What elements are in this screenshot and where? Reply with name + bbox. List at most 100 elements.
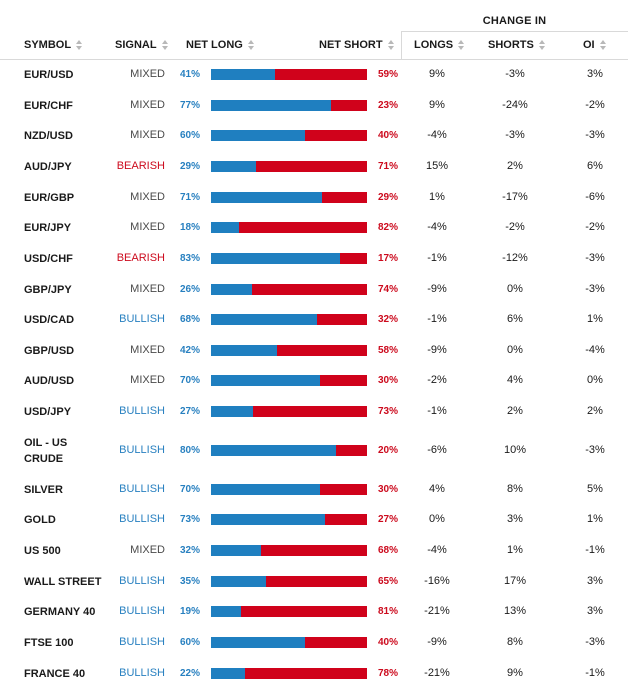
table-row[interactable]: AUD/JPY BEARISH 29% 71% 15% 2% 6% [0, 159, 628, 175]
symbol-cell[interactable]: USD/CAD [24, 314, 75, 326]
shorts-column-header[interactable]: SHORTS [488, 39, 546, 51]
symbol-cell[interactable]: GERMANY 40 [24, 606, 96, 618]
net-long-value: 73% [180, 514, 201, 525]
table-row[interactable]: AUD/USD MIXED 70% 30% -2% 4% 0% [0, 373, 628, 389]
table-row[interactable]: FRANCE 40 BULLISH 22% 78% -21% 9% -1% [0, 666, 628, 682]
change-oi-value: -3% [585, 636, 605, 648]
table-row[interactable]: NZD/USD MIXED 60% 40% -4% -3% -3% [0, 128, 628, 144]
symbol-cell[interactable]: EUR/JPY [24, 222, 72, 234]
table-row[interactable]: OIL - US CRUDE BULLISH 80% 20% -6% 10% -3% [0, 437, 628, 465]
table-row[interactable]: GOLD BULLISH 73% 27% 0% 3% 1% [0, 512, 628, 528]
net-short-column-header[interactable]: NET SHORT [319, 39, 395, 51]
symbol-cell[interactable]: GBP/JPY [24, 284, 72, 296]
symbol-cell[interactable]: USD/JPY [24, 406, 72, 418]
table-row[interactable]: EUR/JPY MIXED 18% 82% -4% -2% -2% [0, 220, 628, 236]
symbol-cell[interactable]: OIL - US CRUDE [24, 435, 67, 467]
change-oi-value: 1% [587, 313, 603, 325]
table-row[interactable]: US 500 MIXED 32% 68% -4% 1% -1% [0, 543, 628, 559]
change-oi-value: -3% [585, 444, 605, 456]
net-short-value: 27% [378, 514, 399, 525]
sentiment-bar [211, 606, 367, 617]
change-longs-value: -4% [427, 129, 447, 141]
sort-icon[interactable] [247, 40, 255, 50]
oi-column-header[interactable]: OI [583, 39, 607, 51]
net-long-column-header[interactable]: NET LONG [186, 39, 255, 51]
symbol-cell[interactable]: WALL STREET [24, 576, 102, 588]
symbol-cell[interactable]: GBP/USD [24, 345, 75, 357]
change-oi-value: -2% [585, 221, 605, 233]
table-row[interactable]: USD/JPY BULLISH 27% 73% -1% 2% 2% [0, 404, 628, 420]
change-shorts-value: 8% [507, 636, 523, 648]
signal-cell: BULLISH [119, 444, 165, 456]
symbol-cell[interactable]: SILVER [24, 484, 63, 496]
sort-icon[interactable] [458, 40, 465, 50]
table-row[interactable]: EUR/GBP MIXED 71% 29% 1% -17% -6% [0, 190, 628, 206]
symbol-cell[interactable]: EUR/USD [24, 69, 74, 81]
net-long-value: 70% [180, 375, 201, 386]
shorts-header-label: SHORTS [488, 39, 534, 51]
table-row[interactable]: SILVER BULLISH 70% 30% 4% 8% 5% [0, 482, 628, 498]
symbol-cell[interactable]: NZD/USD [24, 130, 73, 142]
table-row[interactable]: USD/CAD BULLISH 68% 32% -1% 6% 1% [0, 312, 628, 328]
net-long-value: 60% [180, 130, 201, 141]
signal-cell: MIXED [130, 129, 165, 141]
table-row[interactable]: WALL STREET BULLISH 35% 65% -16% 17% 3% [0, 574, 628, 590]
sort-icon[interactable] [76, 40, 83, 50]
signal-cell: BULLISH [119, 513, 165, 525]
symbol-cell[interactable]: AUD/USD [24, 375, 75, 387]
change-oi-value: -3% [585, 283, 605, 295]
sentiment-bar [211, 222, 367, 233]
change-shorts-value: 9% [507, 667, 523, 679]
symbol-cell[interactable]: AUD/JPY [24, 161, 72, 173]
net-long-value: 27% [180, 406, 201, 417]
change-oi-value: 3% [587, 575, 603, 587]
change-shorts-value: 3% [507, 513, 523, 525]
symbol-cell[interactable]: USD/CHF [24, 253, 73, 265]
signal-cell: MIXED [130, 544, 165, 556]
change-longs-value: 9% [429, 68, 445, 80]
symbol-column-header[interactable]: SYMBOL [24, 39, 83, 51]
table-row[interactable]: GERMANY 40 BULLISH 19% 81% -21% 13% 3% [0, 604, 628, 620]
sentiment-bar [211, 100, 367, 111]
sort-icon[interactable] [161, 40, 169, 50]
net-short-value: 71% [378, 161, 399, 172]
sort-icon[interactable] [387, 40, 395, 50]
signal-cell: BULLISH [119, 667, 165, 679]
symbol-cell[interactable]: EUR/GBP [24, 192, 75, 204]
symbol-cell[interactable]: GOLD [24, 514, 56, 526]
signal-cell: BULLISH [119, 405, 165, 417]
change-oi-value: 0% [587, 374, 603, 386]
table-row[interactable]: EUR/CHF MIXED 77% 23% 9% -24% -2% [0, 98, 628, 114]
signal-column-header[interactable]: SIGNAL [115, 39, 169, 51]
net-long-value: 80% [180, 445, 201, 456]
table-row[interactable]: USD/CHF BEARISH 83% 17% -1% -12% -3% [0, 251, 628, 267]
table-row[interactable]: GBP/USD MIXED 42% 58% -9% 0% -4% [0, 343, 628, 359]
symbol-cell[interactable]: FTSE 100 [24, 637, 74, 649]
signal-cell: BULLISH [119, 483, 165, 495]
sort-icon[interactable] [599, 40, 607, 50]
change-longs-value: -9% [427, 283, 447, 295]
change-oi-value: -2% [585, 99, 605, 111]
change-shorts-value: -17% [502, 191, 528, 203]
table-row[interactable]: EUR/USD MIXED 41% 59% 9% -3% 3% [0, 67, 628, 83]
symbol-cell[interactable]: US 500 [24, 545, 61, 557]
longs-column-header[interactable]: LONGS [414, 39, 465, 51]
change-in-header-group: CHANGE IN [401, 14, 628, 32]
table-row[interactable]: GBP/JPY MIXED 26% 74% -9% 0% -3% [0, 282, 628, 298]
net-long-value: 26% [180, 284, 201, 295]
change-oi-value: 2% [587, 405, 603, 417]
change-longs-value: 15% [425, 160, 449, 172]
symbol-cell[interactable]: FRANCE 40 [24, 668, 86, 680]
table-row[interactable]: FTSE 100 BULLISH 60% 40% -9% 8% -3% [0, 635, 628, 651]
change-shorts-value: 2% [507, 405, 523, 417]
change-shorts-value: -3% [505, 68, 525, 80]
sentiment-bar [211, 253, 367, 264]
signal-cell: MIXED [130, 221, 165, 233]
sentiment-bar [211, 314, 367, 325]
sort-icon[interactable] [538, 40, 546, 50]
sentiment-bar [211, 192, 367, 203]
symbol-cell[interactable]: EUR/CHF [24, 100, 73, 112]
signal-cell: MIXED [130, 374, 165, 386]
change-shorts-value: 1% [507, 544, 523, 556]
